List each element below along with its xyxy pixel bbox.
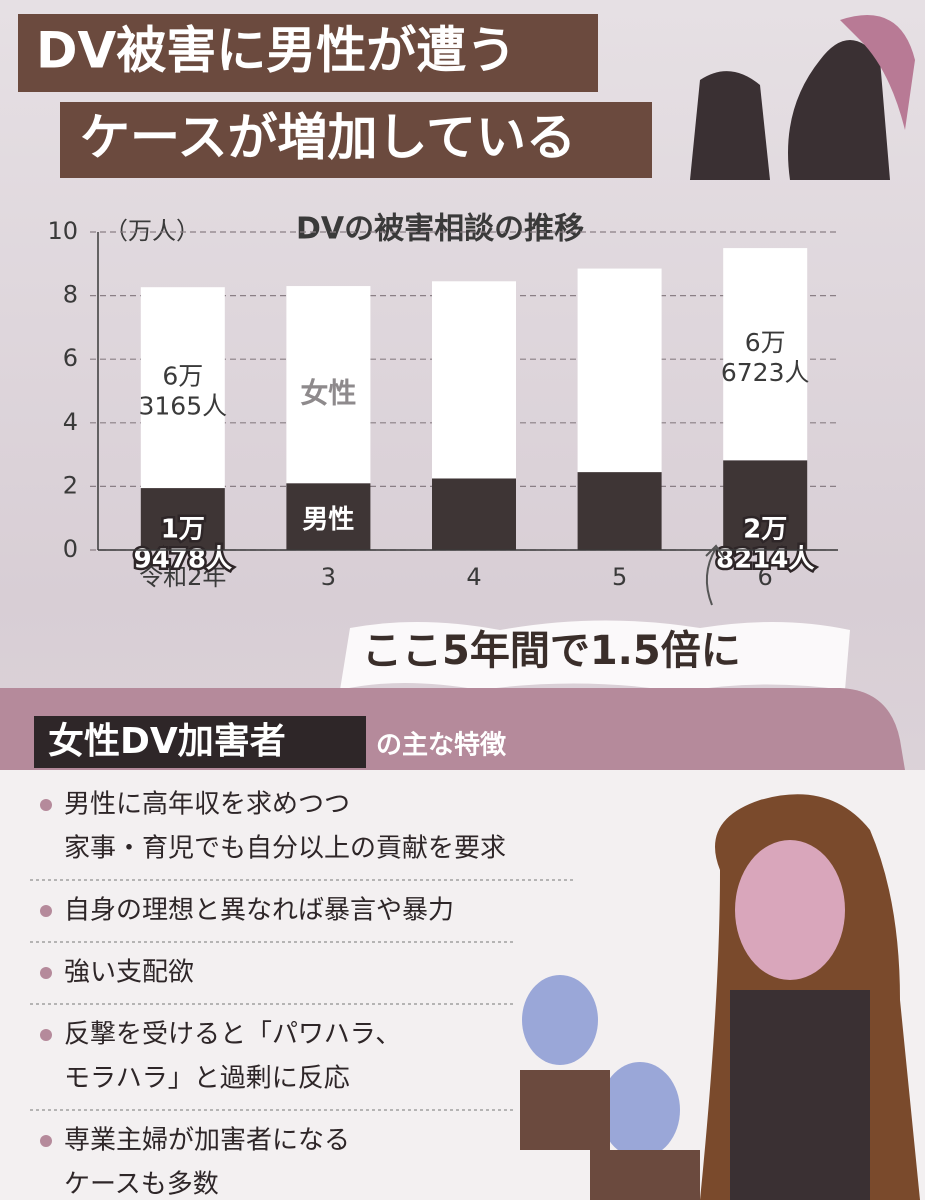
feature-text: 男性に高年収を求めつつ [64, 790, 350, 820]
chart-title: DVの被害相談の推移 [296, 212, 584, 247]
bar-segment [140, 287, 225, 489]
value-label: 6万 [745, 328, 786, 357]
value-label: 6723人 [721, 358, 810, 387]
section-title-box [34, 716, 366, 768]
value-label: 2万 [743, 515, 787, 545]
bar-segment [723, 460, 808, 550]
value-label: 1万 [161, 515, 205, 545]
section-title: 女性DV加害者 [48, 721, 286, 762]
y-tick-label: 0 [63, 535, 78, 563]
bar-segment [286, 286, 371, 484]
series-label: 女性 [300, 376, 356, 409]
feature-text: 自身の理想と異なれば暴言や暴力 [64, 896, 454, 926]
feature-text: 反撃を受けると「パワハラ、 [64, 1020, 401, 1050]
bar-segment [577, 472, 662, 550]
x-tick-label: 3 [321, 563, 336, 591]
bullet [40, 905, 52, 917]
y-axis-label: （万人） [104, 217, 200, 245]
y-tick-label: 2 [63, 471, 78, 499]
bar-segment [432, 281, 516, 479]
feature-text: 専業主婦が加害者になる [64, 1126, 350, 1156]
bullet [40, 1029, 52, 1041]
value-label: 3165人 [138, 392, 227, 421]
bar-segment [286, 483, 371, 550]
value-label: 8214人 [716, 545, 814, 575]
x-tick-label: 令和2年 [139, 563, 226, 591]
value-label: 9478人 [134, 545, 232, 575]
illustration [520, 794, 920, 1200]
bar-segment [723, 248, 808, 461]
bar-segment [140, 488, 225, 550]
x-tick-label: 6 [758, 563, 773, 591]
bar-segment [577, 268, 662, 473]
bullet [40, 967, 52, 979]
y-tick-label: 10 [47, 217, 78, 245]
series-label: 男性 [302, 505, 354, 535]
value-label: 6万 [162, 362, 203, 391]
feature-text: ケースも多数 [64, 1170, 219, 1200]
header-line: ケースが増加している [80, 109, 576, 167]
bullet [40, 799, 52, 811]
feature-text: モラハラ」と過剰に反応 [64, 1064, 350, 1094]
section-subtitle: の主な特徴 [376, 730, 507, 761]
x-tick-label: 4 [466, 563, 481, 591]
bullet [40, 1135, 52, 1147]
feature-text: 家事・育児でも自分以上の貢献を要求 [64, 834, 506, 864]
bar-segment [432, 478, 516, 550]
annotation: ここ5年間で1.5倍に [362, 628, 741, 674]
y-tick-label: 6 [63, 344, 78, 372]
feature-text: 強い支配欲 [64, 958, 194, 988]
header-box [60, 102, 652, 178]
y-tick-label: 8 [63, 281, 78, 309]
header-box [18, 14, 598, 92]
illustration [690, 15, 915, 180]
annotation-backdrop [340, 620, 850, 692]
y-tick-label: 4 [63, 408, 78, 436]
annotation-arrow [705, 544, 725, 606]
header-line: DV被害に男性が遭う [36, 22, 516, 80]
x-tick-label: 5 [612, 563, 627, 591]
